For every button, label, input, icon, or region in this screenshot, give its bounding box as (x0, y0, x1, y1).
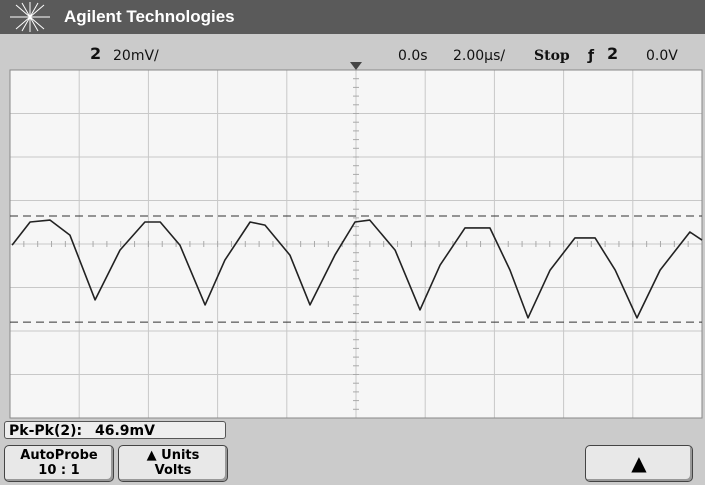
button-label: AutoProbe (5, 448, 113, 463)
button-label: ▲ Units (119, 448, 227, 463)
trigger-channel: 2 (607, 44, 618, 63)
measurement-label: Pk-Pk(2): (9, 423, 82, 439)
scope-screen: Agilent Technologies 2 20mV/ 0.0s 2.00µs… (0, 0, 705, 485)
measurement-value: 46.9mV (95, 423, 155, 439)
button-value: Volts (119, 463, 227, 478)
brand: Agilent Technologies (64, 7, 235, 27)
button-text: Units (161, 448, 199, 463)
autoprobe-button[interactable]: AutoProbe 10 : 1 (4, 445, 114, 482)
logo (4, 0, 64, 34)
up-button[interactable]: ▲ (585, 445, 693, 482)
trigger-marker (350, 62, 362, 70)
measurement: Pk-Pk(2): 46.9mV (4, 421, 226, 439)
header: Agilent Technologies (0, 0, 705, 34)
channel: 2 (90, 44, 101, 63)
units-button[interactable]: ▲ Units Volts (118, 445, 228, 482)
button-value: 10 : 1 (5, 463, 113, 478)
graticule (0, 62, 705, 422)
